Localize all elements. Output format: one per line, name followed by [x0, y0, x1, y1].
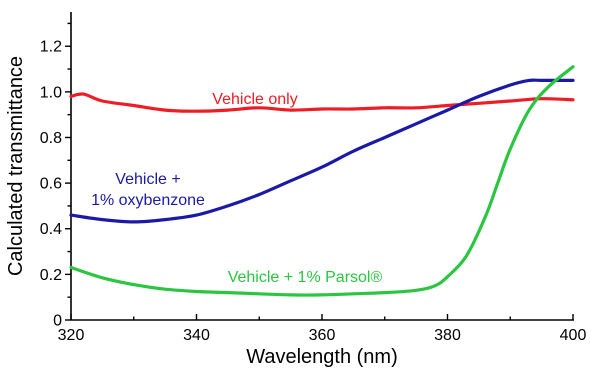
series-label-parsol: Vehicle + 1% Parsol® [228, 269, 383, 286]
x-tick-label: 340 [183, 327, 210, 344]
y-tick-label: 0.4 [40, 221, 62, 238]
x-tick-label: 320 [58, 327, 85, 344]
y-tick-label: 0.8 [40, 130, 62, 147]
x-tick-label: 360 [309, 327, 336, 344]
tick-marks: 320 340 360 380 400 0 0.2 0.4 0.6 0.8 1.0 1.2 [40, 22, 587, 344]
y-tick-label: 0 [53, 313, 62, 330]
data-series [69, 65, 575, 297]
series-line-vehicle-only [69, 92, 575, 113]
y-tick-label: 0.6 [40, 176, 62, 193]
y-tick-label: 1.0 [40, 84, 62, 101]
series-labels: Vehicle only Vehicle +1% oxybenzone Vehicl… [91, 91, 382, 286]
y-tick-label: 0.2 [40, 267, 62, 284]
y-axis-title: Calculated transmittance [5, 56, 27, 276]
series-line-oxybenzone [69, 78, 575, 224]
x-axis-title: Wavelength (nm) [246, 346, 398, 368]
x-tick-label: 380 [434, 327, 461, 344]
series-line-parsol [69, 65, 575, 297]
series-label-vehicle-only: Vehicle only [212, 91, 297, 108]
x-tick-label: 400 [560, 327, 587, 344]
series-label-oxybenzone: Vehicle +1% oxybenzone [91, 171, 205, 209]
y-tick-label: 1.2 [40, 39, 62, 56]
